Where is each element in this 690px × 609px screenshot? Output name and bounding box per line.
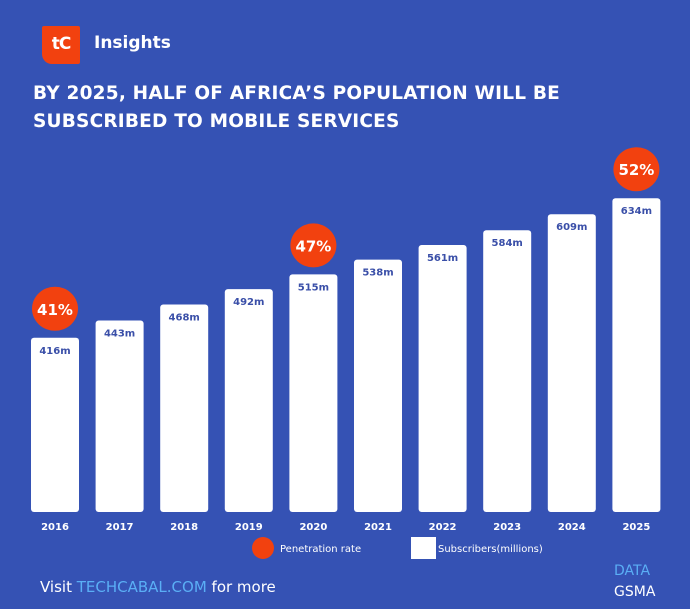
penetration-marker-2016 bbox=[32, 286, 78, 331]
penetration-label-2020: 47% bbox=[295, 237, 331, 255]
bar-2022 bbox=[418, 244, 467, 512]
bar-label-2023: 584m bbox=[492, 238, 523, 249]
bar-2021 bbox=[354, 259, 402, 512]
x-tick-2021: 2021 bbox=[364, 522, 392, 533]
x-tick-2016: 2016 bbox=[41, 522, 69, 533]
logo-text: tC bbox=[51, 34, 72, 54]
chart-title: BY 2025, HALF OF AFRICA’S POPULATION WIL… bbox=[33, 83, 560, 132]
footer-prefix: Visit bbox=[40, 578, 77, 596]
penetration-label-2025: 52% bbox=[618, 161, 654, 179]
x-tick-2022: 2022 bbox=[429, 522, 457, 533]
bar-2020 bbox=[289, 274, 338, 512]
bar-label-2019: 492m bbox=[233, 297, 264, 308]
bar-2017 bbox=[95, 320, 144, 512]
footer-suffix: for more bbox=[206, 578, 276, 596]
legend-penetration-icon bbox=[252, 537, 274, 559]
techcabal-logo: tC bbox=[42, 26, 80, 64]
bar-label-2018: 468m bbox=[169, 312, 200, 323]
legend-subscribers-label: Subscribers(millions) bbox=[438, 544, 543, 555]
penetration-marker-2020 bbox=[290, 223, 337, 268]
source-label: DATA bbox=[614, 563, 651, 579]
bar-label-2016: 416m bbox=[39, 346, 70, 357]
bar-2023 bbox=[483, 230, 532, 513]
techcabal-link[interactable]: TECHCABAL.COM bbox=[76, 578, 207, 596]
bar-label-2025: 634m bbox=[621, 206, 652, 217]
legend-penetration-label: Penetration rate bbox=[280, 544, 361, 555]
x-tick-2018: 2018 bbox=[170, 522, 198, 533]
bar-label-2024: 609m bbox=[556, 222, 587, 233]
bar-2018 bbox=[160, 304, 209, 512]
bar-2024 bbox=[547, 214, 596, 513]
x-tick-2025: 2025 bbox=[622, 522, 650, 533]
x-tick-2023: 2023 bbox=[493, 522, 521, 533]
penetration-marker-2025 bbox=[613, 147, 660, 192]
x-tick-2017: 2017 bbox=[106, 522, 134, 533]
bar-2025 bbox=[612, 198, 661, 513]
legend-subscribers-icon bbox=[411, 537, 436, 559]
penetration-label-2016: 41% bbox=[37, 301, 73, 319]
bar-2016 bbox=[31, 337, 79, 512]
bar-label-2017: 443m bbox=[104, 328, 135, 339]
brand-name: Insights bbox=[94, 33, 171, 53]
bar-label-2020: 515m bbox=[298, 282, 329, 293]
bar-label-2021: 538m bbox=[362, 268, 393, 279]
x-tick-2024: 2024 bbox=[558, 522, 586, 533]
x-tick-2020: 2020 bbox=[299, 522, 327, 533]
footer-text: Visit TECHCABAL.COM for more bbox=[40, 578, 276, 596]
bar-label-2022: 561m bbox=[427, 253, 458, 264]
x-tick-2019: 2019 bbox=[235, 522, 263, 533]
bar-2019 bbox=[224, 289, 273, 512]
source-name: GSMA bbox=[614, 584, 656, 600]
